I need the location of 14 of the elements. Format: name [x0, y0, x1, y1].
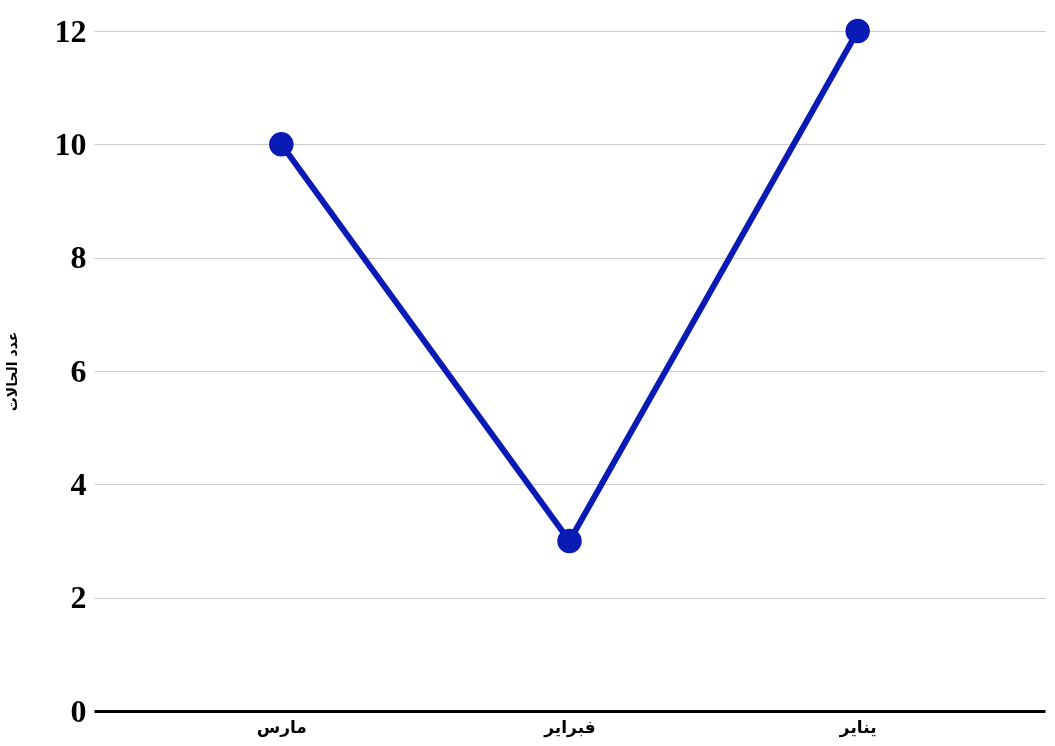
x-tick-label: مارس	[256, 716, 307, 737]
y-tick-label: 10	[54, 125, 87, 162]
point	[557, 528, 582, 554]
y-tick-label: 4	[70, 465, 87, 502]
y-axis-title: عدد الحالات	[3, 331, 20, 412]
x-tick-label: فبراير	[543, 716, 596, 738]
y-tick-label: 2	[70, 579, 87, 616]
y-tick-label: 12	[54, 12, 87, 49]
x-tick-label: يناير	[838, 716, 877, 738]
y-tick-label: 8	[70, 239, 87, 276]
point	[269, 132, 294, 157]
y-tick-label: 0	[70, 692, 87, 729]
y-tick-label: 6	[70, 352, 87, 389]
point	[845, 18, 870, 44]
